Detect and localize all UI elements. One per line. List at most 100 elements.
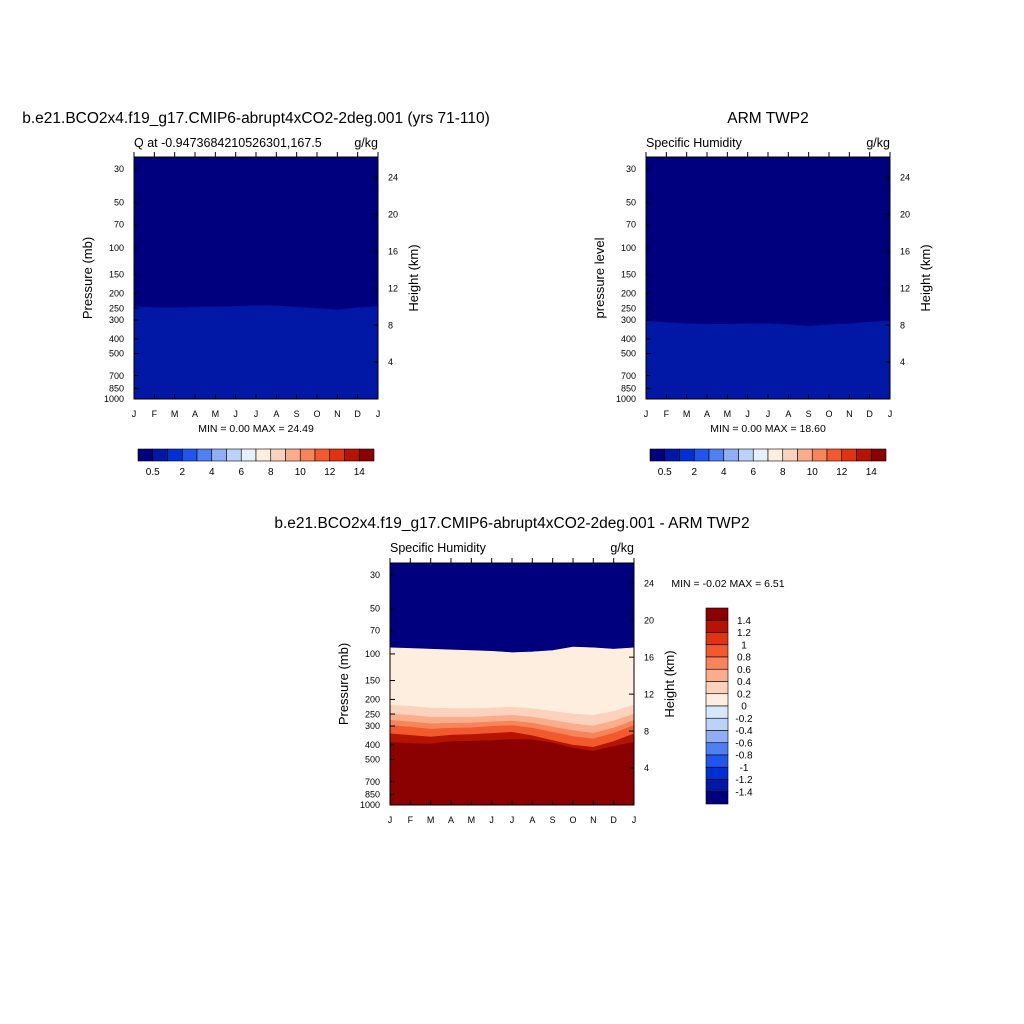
colorbar-label: 1.2 bbox=[737, 628, 751, 639]
panel-obs-variable-label: Specific Humidity bbox=[646, 136, 743, 150]
colorbar-label: 0.2 bbox=[737, 689, 751, 700]
y-tick-label: 850 bbox=[621, 384, 636, 394]
colorbar-swatch bbox=[181, 448, 198, 462]
y2-tick-label: 4 bbox=[388, 357, 393, 367]
y-tick-label: 250 bbox=[365, 709, 380, 719]
x-tick-label: J bbox=[376, 409, 381, 419]
y-tick-label: 70 bbox=[370, 626, 380, 636]
colorbar-swatch bbox=[767, 448, 784, 462]
colorbar-swatch bbox=[705, 607, 729, 621]
y-tick-label: 150 bbox=[109, 270, 124, 280]
colorbar-swatch bbox=[705, 644, 729, 658]
y2-tick-label: 24 bbox=[644, 578, 654, 588]
panel-obs-y2-axis-label: Height (km) bbox=[918, 244, 933, 311]
panel-obs-contour-fill bbox=[645, 157, 891, 400]
colorbar-swatch bbox=[705, 705, 729, 719]
panel-obs-units-label: g/kg bbox=[866, 136, 890, 150]
y2-tick-label: 8 bbox=[900, 320, 905, 330]
panel-model: b.e21.BCO2x4.f19_g17.CMIP6-abrupt4xCO2-2… bbox=[22, 110, 490, 478]
colorbar-swatch bbox=[826, 448, 843, 462]
x-tick-label: S bbox=[294, 409, 300, 419]
colorbar-swatch bbox=[870, 448, 887, 462]
y-tick-label: 1000 bbox=[104, 394, 124, 404]
x-tick-label: D bbox=[354, 409, 361, 419]
x-tick-label: F bbox=[664, 409, 670, 419]
panel-model-contour-fill bbox=[133, 157, 379, 400]
colorbar-swatch bbox=[329, 448, 345, 462]
y-tick-label: 50 bbox=[626, 198, 636, 208]
panel-obs-min-max-stats: MIN = 0.00 MAX = 18.60 bbox=[710, 423, 826, 435]
y-tick-label: 250 bbox=[621, 303, 636, 313]
colorbar-label: 0.6 bbox=[737, 665, 751, 676]
y2-tick-label: 16 bbox=[900, 246, 910, 256]
panel-model-title: b.e21.BCO2x4.f19_g17.CMIP6-abrupt4xCO2-2… bbox=[22, 110, 490, 127]
y-tick-label: 850 bbox=[365, 790, 380, 800]
panel-difference-min-max-stats: MIN = -0.02 MAX = 6.51 bbox=[671, 578, 784, 590]
y-tick-label: 500 bbox=[621, 349, 636, 359]
panel-obs-colorbar: 0.5 2 4 6 8 10 12 14 bbox=[649, 448, 887, 478]
panel-model-units-label: g/kg bbox=[354, 136, 378, 150]
y-tick-label: 200 bbox=[109, 289, 124, 299]
x-tick-label: A bbox=[529, 815, 535, 825]
y2-tick-label: 20 bbox=[644, 615, 654, 625]
x-tick-label: J bbox=[233, 409, 238, 419]
colorbar-swatch bbox=[211, 448, 227, 462]
x-tick-label: N bbox=[334, 409, 341, 419]
y-tick-label: 200 bbox=[365, 695, 380, 705]
colorbar-swatch bbox=[299, 448, 316, 462]
colorbar-swatch bbox=[152, 448, 168, 462]
colorbar-swatch bbox=[664, 448, 680, 462]
colorbar-swatch bbox=[314, 448, 331, 462]
y-tick-label: 700 bbox=[365, 777, 380, 787]
colorbar-label: 0.5 bbox=[658, 467, 672, 478]
y2-tick-label: 12 bbox=[644, 689, 654, 699]
y-tick-label: 70 bbox=[626, 220, 636, 230]
colorbar-swatch bbox=[137, 448, 154, 462]
x-tick-label: M bbox=[468, 815, 476, 825]
colorbar-label: -0.6 bbox=[735, 738, 753, 749]
y-tick-label: 200 bbox=[621, 289, 636, 299]
y2-tick-label: 24 bbox=[900, 172, 910, 182]
y-tick-label: 50 bbox=[114, 198, 124, 208]
colorbar-swatch bbox=[705, 717, 729, 731]
x-tick-label: N bbox=[590, 815, 597, 825]
panel-obs: ARM TWP2 Specific Humidity g/kg J F M A M J J A… bbox=[592, 110, 933, 478]
x-tick-label: J bbox=[644, 409, 649, 419]
x-tick-label: J bbox=[489, 815, 494, 825]
panel-difference-units-label: g/kg bbox=[610, 541, 634, 555]
colorbar-label: 2 bbox=[691, 467, 697, 478]
x-tick-label: J bbox=[766, 409, 771, 419]
panel-difference-y-axis-label: Pressure (mb) bbox=[336, 643, 351, 725]
x-tick-label: O bbox=[569, 815, 576, 825]
colorbar-swatch bbox=[226, 448, 242, 462]
colorbar-swatch bbox=[705, 656, 729, 670]
colorbar-label: 0 bbox=[741, 702, 747, 713]
x-tick-label: M bbox=[683, 409, 691, 419]
x-tick-label: S bbox=[806, 409, 812, 419]
colorbar-swatch bbox=[705, 791, 729, 805]
y-tick-label: 1000 bbox=[360, 800, 380, 810]
y-tick-label: 100 bbox=[109, 243, 124, 253]
colorbar-swatch bbox=[738, 448, 754, 462]
y-tick-label: 30 bbox=[114, 164, 124, 174]
colorbar-label: -0.4 bbox=[735, 726, 753, 737]
colorbar-swatch bbox=[649, 448, 666, 462]
colorbar-swatch bbox=[679, 448, 695, 462]
y-tick-label: 100 bbox=[365, 649, 380, 659]
colorbar-swatch bbox=[705, 730, 729, 744]
y2-tick-label: 16 bbox=[388, 246, 398, 256]
x-tick-label: A bbox=[448, 815, 454, 825]
x-tick-label: A bbox=[704, 409, 710, 419]
colorbar-label: 8 bbox=[268, 467, 274, 478]
colorbar-swatch bbox=[358, 448, 375, 462]
y-tick-label: 100 bbox=[621, 243, 636, 253]
colorbar-swatch bbox=[705, 766, 729, 780]
colorbar-swatch bbox=[708, 448, 725, 462]
y2-tick-label: 20 bbox=[900, 209, 910, 219]
colorbar-label: 14 bbox=[354, 467, 366, 478]
y-tick-label: 700 bbox=[621, 371, 636, 381]
y2-tick-label: 8 bbox=[388, 320, 393, 330]
y-tick-label: 500 bbox=[109, 349, 124, 359]
x-tick-label: N bbox=[846, 409, 853, 419]
